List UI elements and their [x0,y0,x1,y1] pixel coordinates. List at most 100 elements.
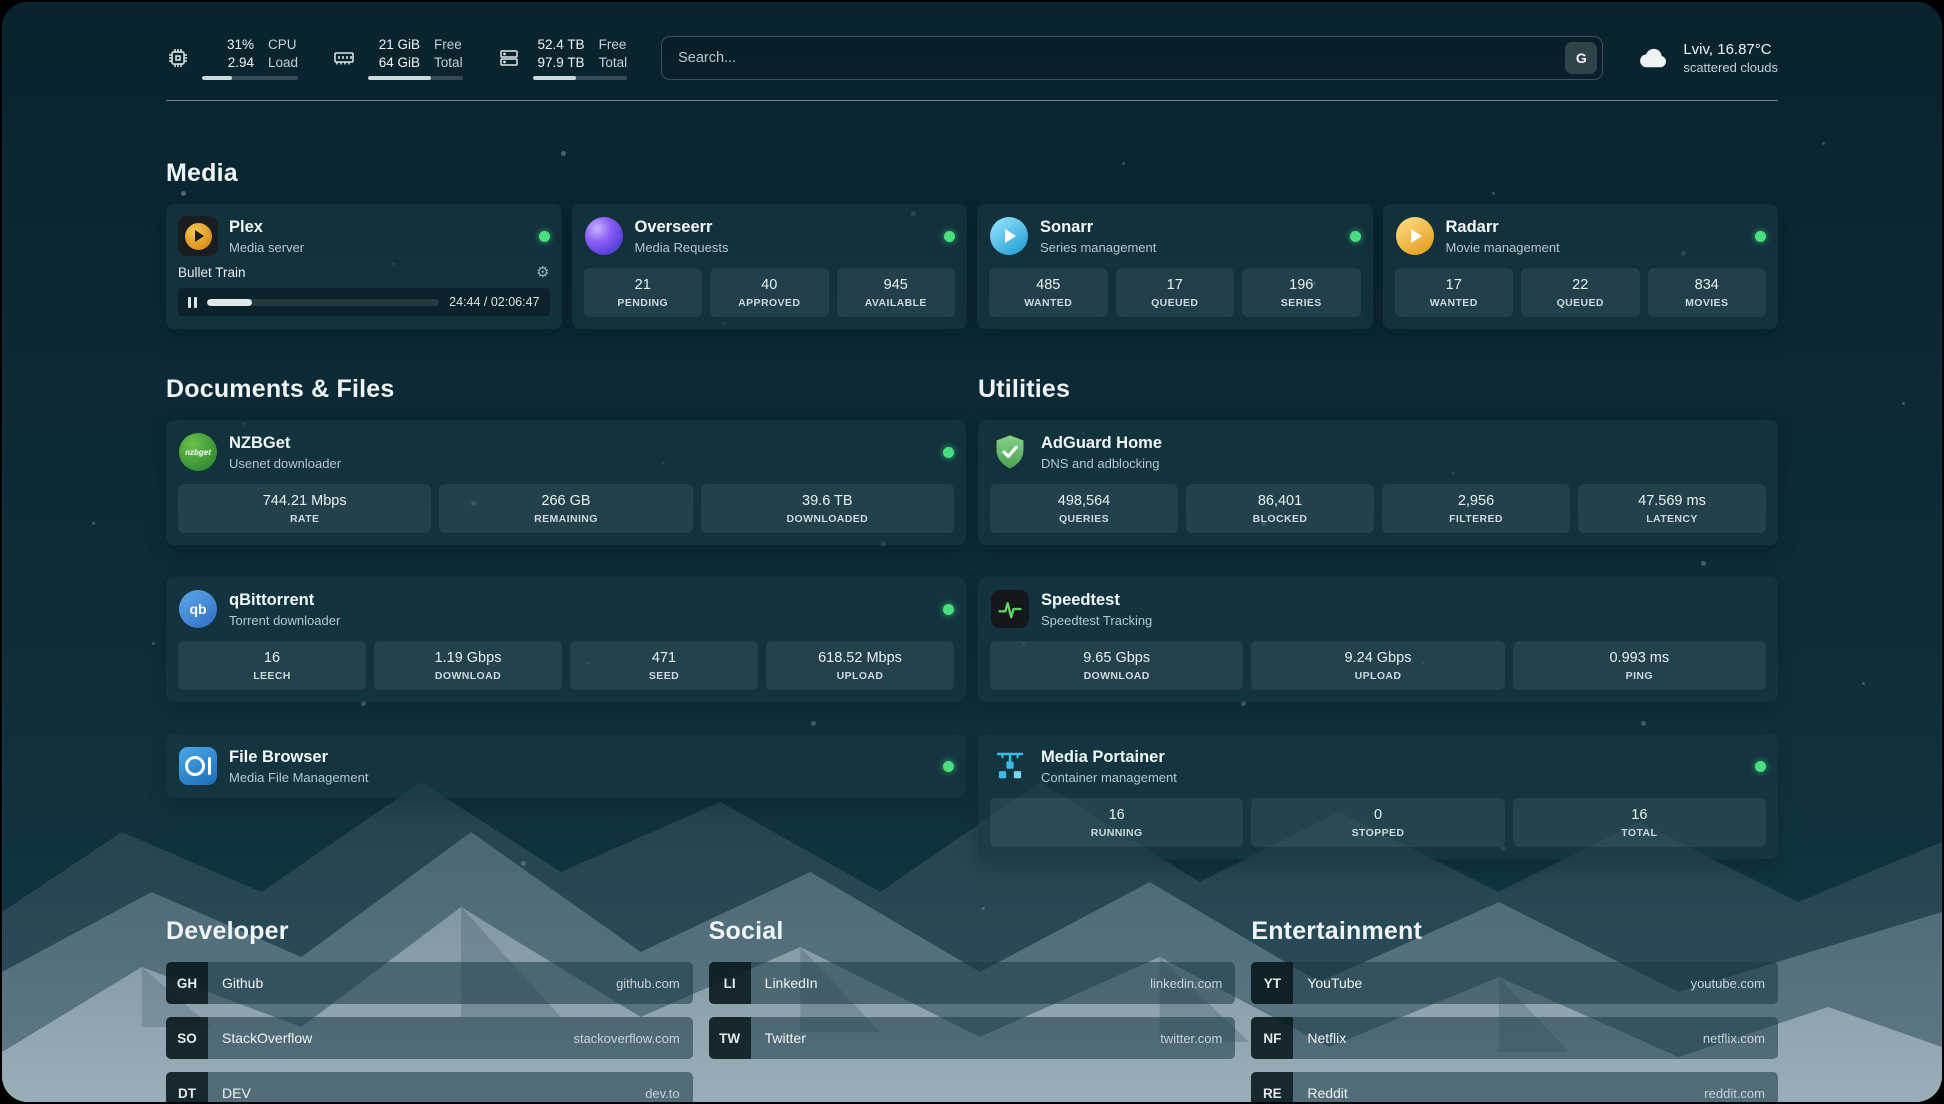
bookmark-url: youtube.com [1690,975,1765,991]
stat-tile: 9.24 Gbps UPLOAD [1251,641,1505,691]
bookmark-youtube[interactable]: YT YouTube youtube.com [1251,962,1778,1005]
service-card-speedtest[interactable]: Speedtest Speedtest Tracking 9.65 Gbps D… [978,577,1778,703]
status-dot [944,230,955,242]
stat-tile: 9.65 Gbps DOWNLOAD [990,641,1244,691]
bookmark-url: github.com [616,975,680,991]
service-subtitle: Container management [1041,769,1177,785]
search-engine-button[interactable]: G [1565,42,1598,75]
section-title-media: Media [166,159,238,188]
disk-widget: 52.4 TB Free 97.9 TB Total [497,36,628,81]
disk-total-value: 97.9 TB [537,54,585,70]
stat-tile: 0 STOPPED [1251,798,1505,848]
service-card-radarr[interactable]: Radarr Movie management 17 WANTED 22 QUE… [1382,204,1778,330]
section-developer: Developer GH Github github.com SO StackO… [166,917,693,1102]
service-title: Media Portainer [1041,747,1165,766]
service-subtitle: Movie management [1445,239,1560,255]
service-subtitle: DNS and adblocking [1041,455,1160,471]
memory-widget: 21 GiB Free 64 GiB Total [332,36,463,81]
filebrowser-icon [179,747,217,786]
memory-free-value: 21 GiB [378,37,421,52]
stat-tile: 16 LEECH [178,641,366,691]
disk-free-label: Free [598,37,627,52]
playback-progress-bar[interactable] [207,298,440,306]
service-card-plex[interactable]: Plex Media server Bullet Train ⚙ [166,204,562,330]
weather-widget: Lviv, 16.87°C scattered clouds [1637,41,1778,75]
stat-tile: 471 SEED [570,641,758,691]
service-card-portainer[interactable]: Media Portainer Container management 16 … [978,734,1778,860]
cpu-icon [169,49,187,68]
service-subtitle: Media server [229,239,305,255]
stat-tile: 945 AVAILABLE [836,268,955,318]
service-card-sonarr[interactable]: Sonarr Series management 485 WANTED 17 Q… [977,204,1373,330]
service-card-overseerr[interactable]: Overseerr Media Requests 21 PENDING 40 A… [571,204,967,330]
nzbget-icon: nzbget [179,433,217,472]
bookmark-linkedin[interactable]: LI LinkedIn linkedin.com [708,962,1236,1005]
cpu-widget: 31% CPU 2.94 Load [166,36,299,81]
bookmark-name: DEV [222,1085,251,1102]
bookmark-dev[interactable]: DT DEV dev.to [166,1072,693,1102]
memory-progress-bar [368,76,463,81]
section-title-utilities: Utilities [978,375,1071,404]
service-title: qBittorrent [229,590,315,609]
stat-tile: 16 RUNNING [990,798,1244,848]
cpu-usage-label: CPU [268,37,297,52]
weather-location-temp: Lviv, 16.87°C [1683,41,1772,59]
bookmark-twitter[interactable]: TW Twitter twitter.com [708,1017,1236,1060]
stat-tile: 485 WANTED [989,268,1108,318]
stat-tile: 834 MOVIES [1647,268,1766,318]
service-title: File Browser [229,747,329,766]
pause-icon[interactable] [188,296,197,308]
section-utilities: Utilities AdGuard [978,375,1778,891]
bookmark-abbr: NF [1251,1017,1294,1060]
bookmark-reddit[interactable]: RE Reddit reddit.com [1251,1072,1778,1102]
section-title-developer: Developer [166,917,289,946]
service-card-nzbget[interactable]: nzbget NZBGet Usenet downloader 744.21 M… [166,420,966,546]
status-dot [538,230,550,242]
stat-tile: 266 GB REMAINING [439,484,693,534]
bookmark-name: LinkedIn [764,975,818,992]
bookmark-url: twitter.com [1160,1030,1223,1046]
service-subtitle: Speedtest Tracking [1041,612,1153,628]
bookmark-name: StackOverflow [222,1030,313,1047]
bookmark-stackoverflow[interactable]: SO StackOverflow stackoverflow.com [166,1017,693,1060]
memory-free-label: Free [434,37,462,52]
service-subtitle: Torrent downloader [229,612,341,628]
qbittorrent-icon: qb [179,590,217,629]
bookmark-abbr: SO [166,1017,208,1060]
cpu-progress-bar [202,76,299,81]
service-card-adguard[interactable]: AdGuard Home DNS and adblocking 498,564 … [978,420,1778,546]
cloud-icon [1640,48,1667,68]
memory-total-label: Total [434,54,463,70]
cpu-load-value: 2.94 [227,54,254,70]
bookmark-netflix[interactable]: NF Netflix netflix.com [1251,1017,1778,1060]
cpu-usage-value: 31% [226,37,254,52]
disk-icon [499,50,518,66]
status-dot [943,760,954,772]
service-title: Overseerr [634,217,713,236]
service-subtitle: Media Requests [634,239,729,255]
speedtest-icon [991,590,1029,629]
service-card-filebrowser[interactable]: File Browser Media File Management [166,734,966,799]
radarr-icon [1395,217,1434,256]
stat-tile: 86,401 BLOCKED [1186,484,1374,534]
settings-gear-icon[interactable]: ⚙ [536,264,550,282]
bookmark-name: YouTube [1307,975,1363,992]
bookmark-github[interactable]: GH Github github.com [166,962,693,1005]
top-bar: 31% CPU 2.94 Load [166,36,1778,81]
stat-tile: 40 APPROVED [710,268,829,318]
service-card-qbittorrent[interactable]: qb qBittorrent Torrent downloader 16 LEE… [166,577,966,703]
stat-tile: 498,564 QUERIES [990,484,1178,534]
status-dot [943,603,954,615]
stat-tile: 17 QUEUED [1115,268,1234,318]
section-documents-files: Documents & Files nzbget NZBGet Usenet d… [166,375,966,891]
stat-tile: 17 WANTED [1394,268,1513,318]
section-entertainment: Entertainment YT YouTube youtube.com NF … [1251,917,1778,1102]
search-input[interactable] [676,49,1566,68]
bookmark-name: Twitter [764,1030,806,1047]
service-title: Plex [229,217,263,236]
search-bar: G [661,36,1604,81]
disk-total-label: Total [598,54,628,70]
bookmark-name: Netflix [1307,1030,1347,1047]
